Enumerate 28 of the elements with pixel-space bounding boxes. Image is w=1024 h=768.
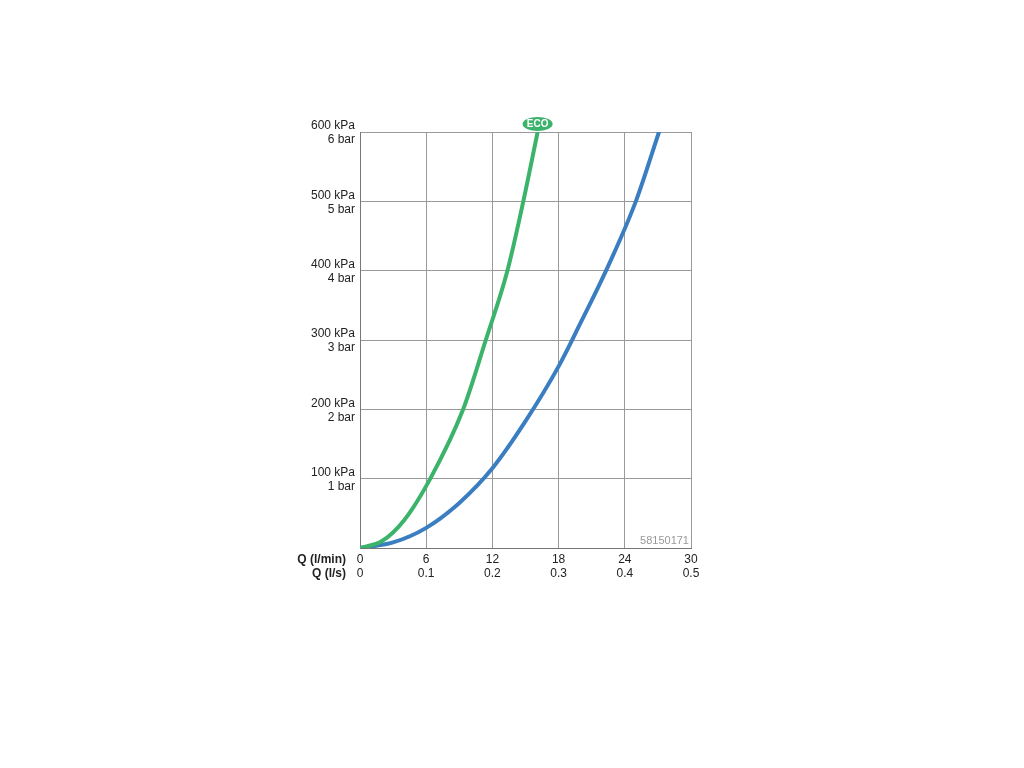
y2-tick-label: 6 bar [327,132,355,147]
x-tick-label: 0 [356,552,364,567]
x2-axis-title: Q (l/s) [311,566,346,581]
x-tick-label: 12 [485,552,500,567]
x-axis-title: Q (l/min) [297,552,346,567]
x2-tick-label: 0.3 [550,566,568,581]
y-tick-label: 400 kPa [310,256,356,271]
series-label: ECO [526,117,549,129]
y-tick-label: 600 kPa [310,118,356,133]
x-tick-label: 18 [551,552,566,567]
x2-tick-label: 0.4 [616,566,634,581]
annotation: 58150171 [640,533,689,546]
x2-tick-label: 0.1 [417,566,435,581]
y-tick-label: 500 kPa [310,187,356,202]
y-tick-label: 200 kPa [310,395,356,410]
y-tick-label: 300 kPa [310,326,356,341]
y-tick-label: 100 kPa [310,464,356,479]
x-tick-label: 24 [618,552,632,567]
x2-tick-label: 0.2 [484,566,502,581]
x-tick-label: 30 [684,552,698,567]
y2-tick-label: 4 bar [327,270,355,285]
y2-tick-label: 3 bar [327,340,355,355]
y2-tick-label: 5 bar [327,201,355,216]
x2-tick-label: 0.5 [682,566,700,581]
x2-tick-label: 0 [356,566,364,581]
y2-tick-label: 1 bar [327,478,355,493]
x-tick-label: 6 [422,552,430,567]
y2-tick-label: 2 bar [327,409,355,424]
